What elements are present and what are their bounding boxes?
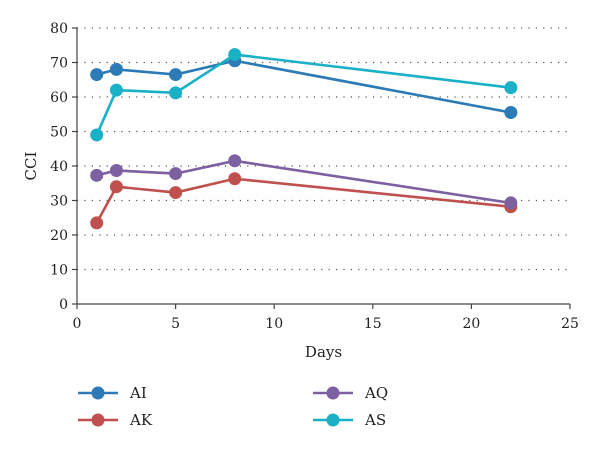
data-point (228, 172, 242, 186)
y-tick-label: 40 (50, 159, 68, 175)
legend-item-ai: AI (78, 384, 147, 402)
x-tick-label: 5 (171, 316, 180, 332)
legend: AI AK AQ AS (78, 384, 388, 429)
data-point (109, 83, 123, 97)
series-group (90, 48, 518, 230)
series-aq (90, 154, 518, 210)
data-point (504, 196, 518, 210)
series-line (96, 59, 512, 114)
series-line (95, 53, 511, 136)
x-tick-label: 10 (265, 316, 283, 332)
legend-swatch-marker (326, 386, 340, 400)
legend-item-as: AS (313, 411, 386, 429)
data-point (169, 186, 183, 200)
data-point (90, 168, 104, 182)
x-tick-label: 20 (462, 316, 480, 332)
data-point (504, 106, 518, 120)
x-tick-label: 25 (561, 316, 579, 332)
series-line (96, 159, 512, 205)
grid (77, 27, 570, 271)
legend-label: AQ (364, 384, 388, 402)
data-point (169, 68, 183, 82)
series-ak (90, 172, 518, 230)
axes: 0 10 20 30 40 50 60 70 80 0 5 10 15 20 25 (50, 21, 579, 332)
y-tick-label: 20 (50, 228, 68, 244)
legend-swatch-marker (326, 413, 340, 427)
y-tick-label: 30 (50, 194, 68, 210)
x-tick-label: 0 (73, 316, 82, 332)
legend-item-aq: AQ (313, 384, 388, 402)
data-point (90, 128, 104, 142)
data-point (109, 62, 123, 76)
data-point (109, 180, 123, 194)
data-point (169, 86, 183, 100)
legend-item-ak: AK (78, 411, 153, 429)
y-tick-label: 60 (50, 90, 68, 106)
data-point (109, 163, 123, 177)
data-point (228, 48, 242, 62)
y-tick-label: 0 (59, 297, 68, 313)
legend-label: AK (129, 411, 153, 429)
y-tick-label: 50 (50, 125, 68, 141)
data-point (90, 68, 104, 82)
x-axis-title: Days (305, 343, 342, 361)
data-point (169, 167, 183, 181)
y-tick-label: 80 (50, 21, 68, 37)
data-point (504, 81, 518, 95)
legend-label: AI (129, 384, 147, 402)
data-point (228, 154, 242, 168)
y-axis-title: CCI (22, 151, 40, 180)
legend-label: AS (364, 411, 386, 429)
legend-swatch-marker (91, 386, 105, 400)
legend-swatch-marker (91, 413, 105, 427)
series-as (90, 48, 518, 142)
x-tick-label: 15 (364, 316, 382, 332)
y-tick-label: 10 (50, 263, 68, 279)
data-point (90, 216, 104, 230)
y-tick-label: 70 (50, 56, 68, 72)
